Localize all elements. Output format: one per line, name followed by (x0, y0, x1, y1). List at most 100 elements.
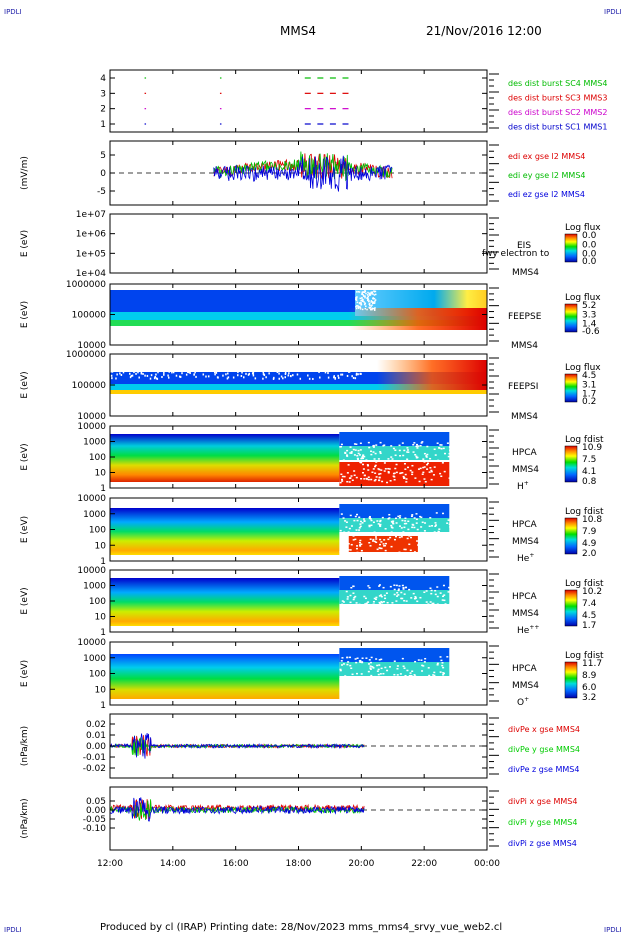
speckle (249, 362, 251, 365)
speckle (392, 447, 395, 450)
speckle (360, 299, 363, 302)
corner-label-top-left: IPDLI (4, 8, 22, 16)
spacecraft-label: MMS4 (512, 465, 539, 475)
speckle (315, 365, 318, 368)
speckle (248, 372, 251, 375)
colorbar-title: Log fdist (565, 507, 604, 517)
legend-des-dist-burst-sc2-mms2: des dist burst SC2 MMS2 (508, 108, 607, 117)
speckle (268, 372, 270, 375)
ylabel-feepsi: E (eV) (20, 371, 30, 398)
speckle (337, 376, 340, 379)
spectrogram-band (110, 320, 487, 326)
speckle (372, 302, 374, 305)
speckle (434, 589, 437, 592)
speckle (431, 619, 434, 622)
colorbar (564, 661, 578, 699)
speckle (409, 672, 412, 674)
speckle (444, 617, 447, 620)
speckle (346, 689, 349, 691)
speckle (127, 369, 130, 372)
speckle (413, 597, 416, 600)
speckle (419, 539, 422, 541)
ytick-label-divpe: -0.02 (83, 764, 106, 774)
speckle (356, 617, 359, 619)
speckle (359, 442, 362, 445)
speckle (440, 620, 443, 622)
speckle (286, 362, 288, 365)
speckle (389, 676, 392, 679)
speckle (247, 373, 250, 376)
speckle (110, 370, 112, 373)
speckle (415, 443, 418, 446)
speckle (423, 452, 426, 455)
speckle (366, 308, 368, 311)
speckle (421, 689, 424, 692)
speckle (156, 377, 159, 380)
speckle (349, 680, 352, 682)
panel-feepse-content (110, 290, 487, 330)
speckle (419, 676, 422, 678)
speckle (382, 586, 385, 589)
speckle (385, 610, 388, 613)
speckle (398, 444, 401, 447)
speckle (232, 376, 235, 379)
speckle (367, 464, 370, 467)
speckle (337, 362, 340, 365)
speckle (445, 545, 448, 548)
speckle (378, 595, 381, 597)
speckle (353, 454, 356, 456)
speckle (241, 364, 244, 367)
spectrogram-main (110, 578, 340, 626)
speckle (339, 529, 342, 532)
speckle (396, 696, 399, 699)
speckle (403, 620, 406, 622)
spectrogram-hot (348, 308, 487, 330)
speckle (434, 522, 437, 524)
speckle (370, 478, 373, 481)
spectrogram-main (110, 434, 340, 482)
speckle (258, 365, 260, 368)
speckle (358, 695, 361, 698)
speckle (280, 375, 283, 378)
speckle (339, 617, 342, 619)
speckle (358, 603, 361, 606)
speckle (417, 445, 420, 447)
speckle (346, 596, 349, 598)
speckle (365, 657, 368, 659)
colorbar-tick: 10.9 (582, 443, 602, 453)
speckle (372, 298, 375, 300)
speckle (361, 661, 364, 663)
speckle (379, 452, 382, 455)
speckle (389, 554, 392, 557)
speckle (360, 543, 363, 546)
speckle (380, 541, 383, 543)
speckle (359, 520, 362, 523)
speckle (341, 600, 344, 602)
instrument-label: FEEPSI (508, 382, 538, 392)
speckle (352, 592, 355, 594)
speckle (409, 469, 412, 472)
speckle (357, 531, 360, 534)
speckle (393, 588, 396, 591)
speckle (362, 299, 364, 301)
speckle (370, 656, 373, 659)
speckle (280, 365, 282, 368)
speckle (363, 478, 366, 480)
legend-divpe-1: divPe y gse MMS4 (508, 745, 580, 754)
speckle (376, 520, 379, 522)
speckle (362, 471, 365, 474)
ytick-label-eis: 1e+05 (76, 249, 106, 259)
speckle (428, 525, 431, 527)
speckle (130, 362, 133, 365)
speckle (410, 624, 413, 626)
speckle (360, 477, 363, 480)
speckle (351, 691, 354, 693)
speckle (371, 604, 374, 606)
speckle (396, 674, 399, 676)
speckle (172, 371, 175, 374)
speckle (287, 362, 289, 365)
speckle (434, 524, 437, 526)
speckle (408, 553, 411, 555)
speckle (262, 371, 265, 374)
